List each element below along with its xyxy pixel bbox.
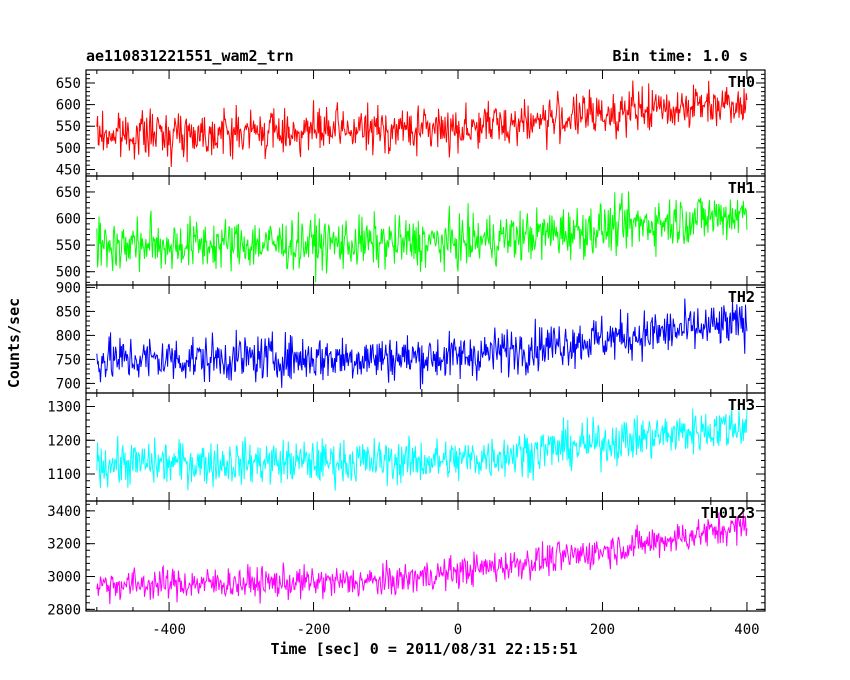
y-tick-label: 500 bbox=[56, 141, 81, 157]
panel-th0: 450 500 550 600 650 TH0 bbox=[56, 69, 766, 179]
series-line-th0 bbox=[96, 80, 748, 168]
y-tick-label: 3200 bbox=[47, 537, 81, 553]
y-tick-label: 550 bbox=[56, 119, 81, 135]
y-tick-label: 650 bbox=[56, 185, 81, 201]
y-axis-label: Counts/sec bbox=[5, 298, 23, 388]
y-tick-label: 1100 bbox=[47, 467, 81, 483]
panel-th0123: 2800 3000 3200 3400 TH0123 bbox=[47, 500, 766, 618]
series-line-th3 bbox=[96, 406, 748, 491]
y-tick-label: 1200 bbox=[47, 433, 81, 449]
y-tick-label: 900 bbox=[56, 280, 81, 296]
x-tick-label: -200 bbox=[297, 622, 331, 638]
y-tick-label: 650 bbox=[56, 76, 81, 92]
panel-th1: 500 550 600 650 TH1 bbox=[56, 175, 766, 286]
y-tick-label: 750 bbox=[56, 352, 81, 368]
x-axis-label: Time [sec] 0 = 2011/08/31 22:15:51 bbox=[270, 640, 577, 658]
panel-th2: 700 750 800 850 900 TH2 bbox=[56, 280, 766, 394]
y-tick-label: 450 bbox=[56, 163, 81, 179]
y-tick-label: 1300 bbox=[47, 400, 81, 416]
panel-th3: 1100 1200 1300 TH3 bbox=[47, 392, 766, 502]
y-tick-label: 550 bbox=[56, 238, 81, 254]
panel-label-th0123: TH0123 bbox=[701, 504, 755, 522]
series-line-th2 bbox=[96, 298, 748, 390]
panels: 450 500 550 600 650 TH0 500 550 600 650 TH1 700 750 8… bbox=[47, 69, 766, 638]
panel-label-th2: TH2 bbox=[728, 288, 755, 306]
x-tick-label: -400 bbox=[152, 622, 186, 638]
y-tick-label: 850 bbox=[56, 304, 81, 320]
series-line-th0123 bbox=[96, 512, 748, 605]
y-tick-label: 600 bbox=[56, 98, 81, 114]
y-tick-label: 500 bbox=[56, 265, 81, 281]
x-tick-label: 200 bbox=[590, 622, 615, 638]
panel-label-th0: TH0 bbox=[728, 73, 755, 91]
y-tick-label: 3400 bbox=[47, 504, 81, 520]
panel-frame bbox=[85, 284, 766, 394]
x-tick-label: 400 bbox=[734, 622, 759, 638]
y-tick-label: 600 bbox=[56, 212, 81, 228]
panel-frame bbox=[85, 500, 766, 612]
chart-title: ae110831221551_wam2_trn bbox=[86, 47, 294, 65]
y-tick-label: 700 bbox=[56, 376, 81, 392]
y-tick-label: 3000 bbox=[47, 570, 81, 586]
y-tick-label: 2800 bbox=[47, 602, 81, 618]
x-tick-label: 0 bbox=[454, 622, 462, 638]
panel-label-th3: TH3 bbox=[728, 396, 755, 414]
y-tick-label: 800 bbox=[56, 328, 81, 344]
series-line-th1 bbox=[96, 191, 748, 283]
panel-label-th1: TH1 bbox=[728, 179, 755, 197]
chart-subtitle: Bin time: 1.0 s bbox=[613, 47, 748, 65]
